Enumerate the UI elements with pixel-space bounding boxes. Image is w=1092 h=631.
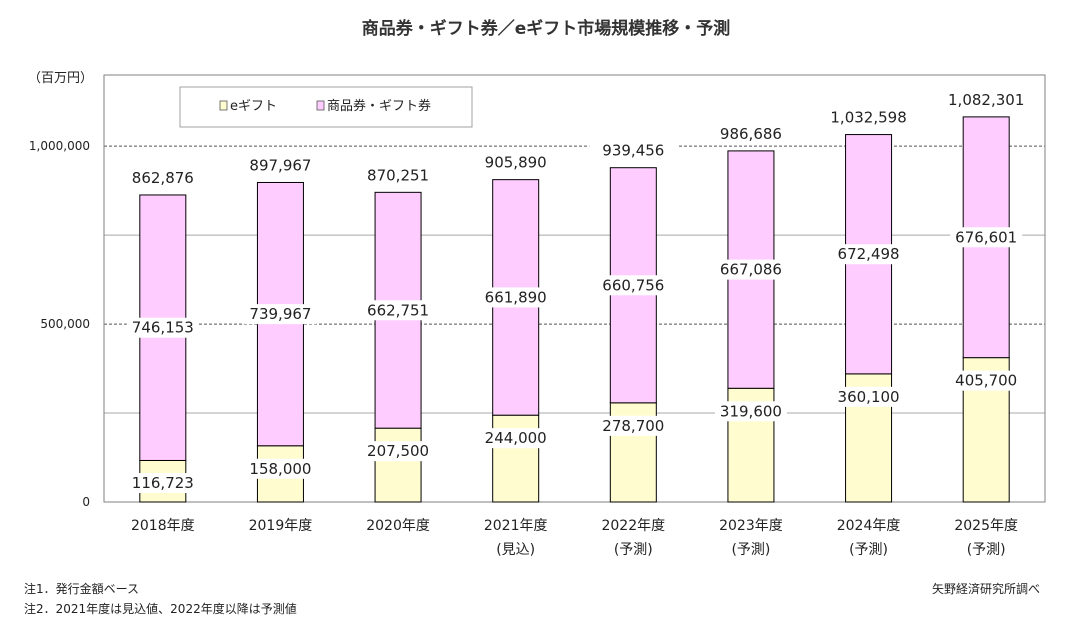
y-axis-ticks: 0 500,000 1,000,000 — [29, 139, 90, 509]
chart-title: 商品券・ギフト券／eギフト市場規模推移・予測 — [361, 19, 731, 39]
label-bg — [832, 244, 905, 265]
value-label-egift: 158,000 — [249, 460, 311, 478]
value-label-egift: 360,100 — [838, 388, 900, 406]
label-bg — [706, 123, 795, 144]
x-tick-sublabel: (予測) — [731, 542, 770, 558]
label-bg — [950, 370, 1023, 391]
value-label-gift: 667,086 — [720, 261, 782, 279]
value-label-gift: 672,498 — [838, 245, 900, 263]
legend-box — [179, 86, 473, 128]
legend-swatch-gift — [316, 100, 325, 111]
x-tick-sublabel: (見込) — [496, 542, 535, 558]
gridlines — [104, 145, 1045, 414]
bar-segment-egift — [374, 427, 422, 503]
label-bg — [942, 89, 1031, 110]
label-bg — [714, 401, 787, 422]
x-tick-label: 2020年度 — [366, 518, 430, 534]
x-tick-label: 2019年度 — [249, 518, 313, 534]
label-bg — [479, 287, 552, 308]
label-bg — [589, 140, 678, 161]
label-bg — [118, 167, 207, 188]
y-tick-label: 500,000 — [40, 317, 90, 331]
label-bg — [714, 259, 787, 280]
value-label-gift: 660,756 — [602, 276, 664, 294]
y-tick-label: 0 — [82, 495, 90, 509]
label-bg — [244, 304, 317, 325]
x-tick-sublabel: (予測) — [849, 542, 888, 558]
value-label-total: 897,967 — [249, 156, 311, 174]
x-tick-label: 2021年度 — [484, 518, 548, 534]
label-bg — [824, 107, 913, 128]
x-tick-sublabel: (予測) — [967, 542, 1006, 558]
label-bg — [950, 227, 1023, 248]
legend-swatch-egift — [219, 100, 228, 111]
value-label-gift: 662,751 — [367, 301, 429, 319]
label-bg — [236, 155, 325, 176]
label-bg — [126, 473, 199, 493]
label-bg — [362, 441, 435, 462]
x-tick-label: 2022年度 — [601, 518, 665, 534]
x-tick-label: 2023年度 — [719, 518, 783, 534]
value-label-gift: 739,967 — [249, 305, 311, 323]
value-label-total: 1,082,301 — [948, 91, 1024, 109]
data-labels: 116,723 746,153 862,876 158,000 739,967 897,9… — [118, 89, 1031, 493]
value-label-egift: 244,000 — [485, 429, 547, 447]
label-bg — [126, 317, 199, 338]
legend: eギフト 商品券・ギフト券 — [179, 86, 473, 128]
value-label-total: 986,686 — [720, 125, 782, 143]
y-unit-label: （百万円） — [28, 71, 93, 86]
label-bg — [597, 415, 670, 436]
x-tick-label: 2018年度 — [131, 518, 195, 534]
plot-area — [103, 74, 1046, 503]
value-label-gift: 676,601 — [955, 228, 1017, 246]
source-note: 矢野経済研究所調べ — [931, 582, 1040, 596]
x-tick-label: 2024年度 — [837, 518, 901, 534]
value-label-total: 1,032,598 — [830, 109, 906, 127]
value-label-total: 939,456 — [602, 142, 664, 160]
label-bg — [362, 300, 435, 321]
legend-label-gift: 商品券・ギフト券 — [327, 98, 431, 114]
label-bg — [354, 165, 443, 186]
note-2: 注2．2021年度は見込値、2022年度以降は予測値 — [24, 602, 297, 616]
value-label-gift: 661,890 — [485, 288, 547, 306]
note-1: 注1．発行金額ベース — [24, 582, 140, 596]
value-label-gift: 746,153 — [132, 319, 194, 337]
label-bg — [479, 428, 552, 449]
value-label-total: 862,876 — [132, 169, 194, 187]
label-bg — [832, 386, 905, 407]
y-tick-label: 1,000,000 — [29, 139, 90, 153]
value-label-egift: 278,700 — [602, 417, 664, 435]
value-label-egift: 405,700 — [955, 372, 1017, 390]
value-label-total: 905,890 — [485, 154, 547, 172]
label-bg — [244, 458, 317, 479]
value-label-total: 870,251 — [367, 166, 429, 184]
label-bg — [597, 275, 670, 296]
legend-label-egift: eギフト — [230, 99, 277, 114]
x-tick-label: 2025年度 — [954, 518, 1018, 534]
x-axis-labels: 2018年度 2019年度 2020年度 2021年度 (見込) 2022年度 (予測) 20… — [131, 518, 1018, 558]
x-tick-sublabel: (予測) — [614, 542, 653, 558]
value-label-egift: 116,723 — [132, 474, 194, 492]
value-label-egift: 207,500 — [367, 442, 429, 460]
label-bg — [471, 152, 560, 173]
value-label-egift: 319,600 — [720, 402, 782, 420]
